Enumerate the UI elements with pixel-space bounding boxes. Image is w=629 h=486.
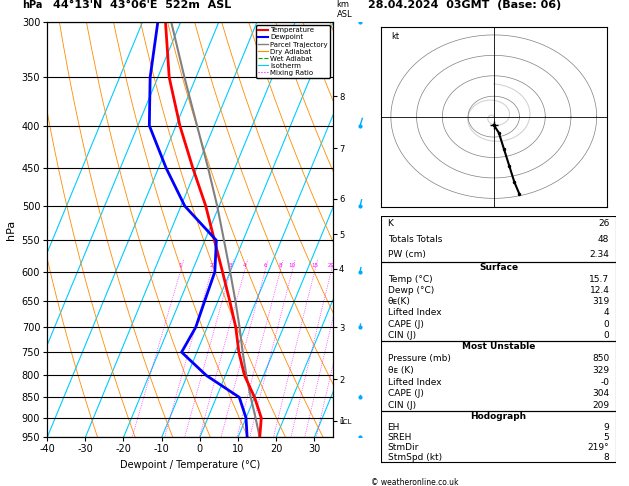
Text: SREH: SREH — [387, 433, 412, 442]
Text: 48: 48 — [598, 235, 610, 243]
Y-axis label: hPa: hPa — [6, 220, 16, 240]
Text: kt: kt — [391, 32, 399, 41]
Text: 8: 8 — [278, 263, 282, 268]
Text: Hodograph: Hodograph — [470, 413, 526, 421]
Text: 26: 26 — [598, 219, 610, 228]
Text: CAPE (J): CAPE (J) — [387, 389, 423, 398]
Text: 4: 4 — [243, 263, 246, 268]
Text: 9: 9 — [604, 423, 610, 433]
Text: 3: 3 — [228, 263, 232, 268]
Legend: Temperature, Dewpoint, Parcel Trajectory, Dry Adiabat, Wet Adiabat, Isotherm, Mi: Temperature, Dewpoint, Parcel Trajectory… — [255, 25, 330, 78]
Text: 20: 20 — [328, 263, 335, 268]
Text: θᴇ (K): θᴇ (K) — [387, 366, 413, 375]
Text: Lifted Index: Lifted Index — [387, 378, 442, 386]
Text: 44°13'N  43°06'E  522m  ASL: 44°13'N 43°06'E 522m ASL — [53, 0, 231, 10]
Text: CAPE (J): CAPE (J) — [387, 320, 423, 329]
Text: 304: 304 — [593, 389, 610, 398]
Text: LCL: LCL — [339, 419, 352, 425]
Text: 12.4: 12.4 — [589, 286, 610, 295]
Text: 219°: 219° — [587, 443, 610, 452]
Text: 15: 15 — [311, 263, 318, 268]
Text: StmDir: StmDir — [387, 443, 419, 452]
Text: Temp (°C): Temp (°C) — [387, 275, 432, 284]
Text: 329: 329 — [593, 366, 610, 375]
Text: 2.34: 2.34 — [589, 250, 610, 259]
Text: Pressure (mb): Pressure (mb) — [387, 354, 450, 363]
Text: 0: 0 — [604, 331, 610, 340]
Text: PW (cm): PW (cm) — [387, 250, 425, 259]
Text: 8: 8 — [604, 452, 610, 462]
Text: Dewp (°C): Dewp (°C) — [387, 286, 434, 295]
Text: K: K — [387, 219, 394, 228]
Text: 2: 2 — [209, 263, 213, 268]
X-axis label: Dewpoint / Temperature (°C): Dewpoint / Temperature (°C) — [120, 460, 260, 470]
Text: Totals Totals: Totals Totals — [387, 235, 442, 243]
Text: CIN (J): CIN (J) — [387, 401, 416, 410]
Text: 4: 4 — [604, 309, 610, 317]
Text: 0: 0 — [604, 320, 610, 329]
Text: km
ASL: km ASL — [337, 0, 352, 19]
Text: CIN (J): CIN (J) — [387, 331, 416, 340]
Text: 1: 1 — [179, 263, 182, 268]
Text: StmSpd (kt): StmSpd (kt) — [387, 452, 442, 462]
Text: 5: 5 — [604, 433, 610, 442]
Text: 209: 209 — [593, 401, 610, 410]
Text: EH: EH — [387, 423, 400, 433]
Text: Most Unstable: Most Unstable — [462, 342, 535, 351]
Text: 6: 6 — [263, 263, 267, 268]
Text: -0: -0 — [600, 378, 610, 386]
Text: Surface: Surface — [479, 263, 518, 272]
Text: © weatheronline.co.uk: © weatheronline.co.uk — [371, 478, 459, 486]
Text: hPa: hPa — [22, 0, 42, 10]
Text: 850: 850 — [592, 354, 610, 363]
Text: θᴇ(K): θᴇ(K) — [387, 297, 411, 306]
Text: 319: 319 — [592, 297, 610, 306]
Text: Lifted Index: Lifted Index — [387, 309, 442, 317]
Text: 28.04.2024  03GMT  (Base: 06): 28.04.2024 03GMT (Base: 06) — [368, 0, 561, 10]
Text: 10: 10 — [289, 263, 296, 268]
Text: 15.7: 15.7 — [589, 275, 610, 284]
